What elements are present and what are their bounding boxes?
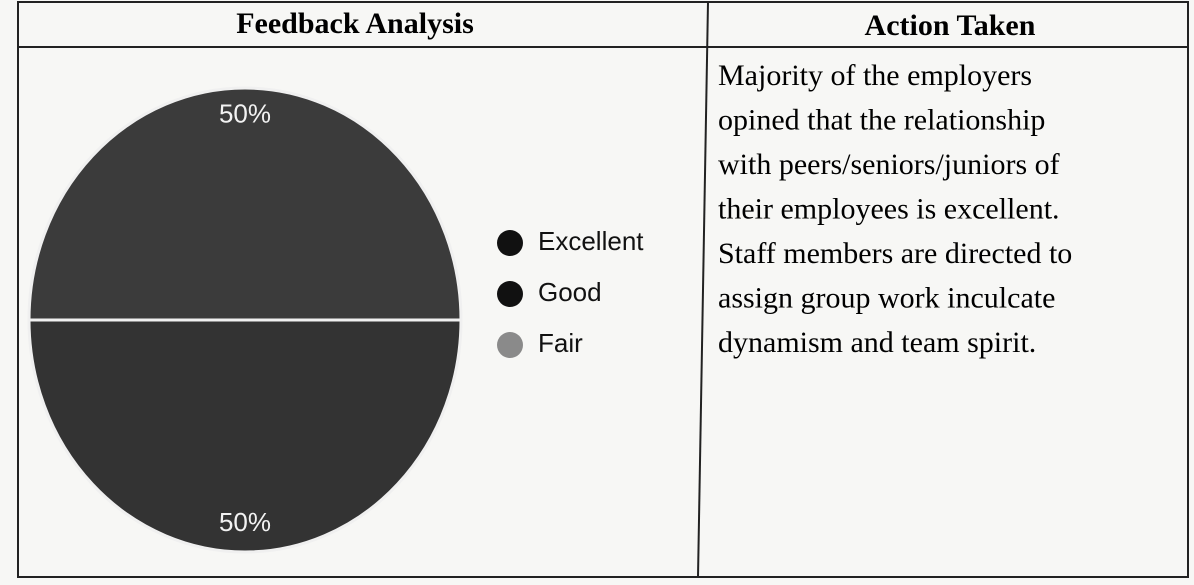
pie-chart: 50% 50% Excellent Good Fair <box>27 86 644 554</box>
text-line: with peers/seniors/juniors of <box>718 148 1060 181</box>
legend-label: Fair <box>538 328 583 358</box>
header-cell: Action Taken <box>865 9 1036 42</box>
table-border <box>17 1 1189 578</box>
legend-label: Good <box>538 277 602 307</box>
pie-slice <box>27 86 463 322</box>
slice-label: 50% <box>219 507 271 537</box>
column-divider <box>697 1 709 578</box>
text-line: opined that the relationship <box>718 103 1045 136</box>
legend-swatch <box>497 230 523 256</box>
header-cell: Feedback Analysis <box>236 7 474 40</box>
action-text: Majority of the employers opined that the… <box>718 59 1072 359</box>
text-line: Majority of the employers <box>718 59 1032 92</box>
text-line: Staff members are directed to <box>718 237 1072 270</box>
text-line: dynamism and team spirit. <box>718 326 1036 359</box>
text-line: assign group work inculcate <box>718 281 1055 314</box>
slice-label: 50% <box>219 99 271 129</box>
legend-label: Excellent <box>538 226 644 256</box>
pie-slice <box>27 318 463 554</box>
legend-swatch <box>497 332 523 358</box>
legend-swatch <box>497 281 523 307</box>
text-line: their employees is excellent. <box>718 192 1060 225</box>
